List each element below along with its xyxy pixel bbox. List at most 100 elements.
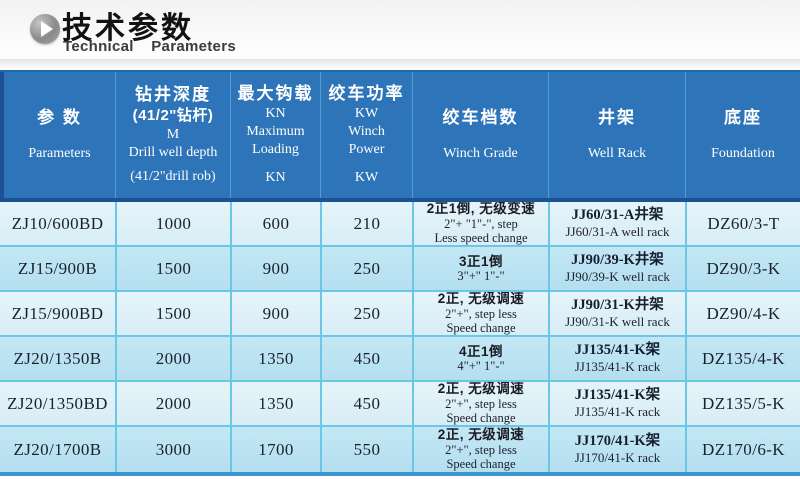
header-winch-grade-en: Winch Grade (443, 145, 518, 161)
header-drill-depth-zh2: (41/2"钻杆) (132, 107, 214, 125)
table-row: ZJ20/1350BD 2000 1350 450 2正, 无级调速 2"+",… (0, 382, 800, 427)
header-max-loading-unit2: KN (265, 170, 286, 186)
cell-well-rack: JJ135/41-K架 JJ135/41-K rack (548, 337, 685, 380)
well-rack-line1: JJ60/31-A井架 (571, 207, 664, 223)
title-divider (0, 59, 800, 70)
table-row: ZJ15/900BD 1500 900 250 2正, 无级调速 2"+", s… (0, 292, 800, 337)
well-rack-line2: JJ135/41-K rack (574, 359, 661, 375)
cell-power: 550 (320, 427, 412, 472)
header-winch-power: 绞车功率 KW Winch Power KW (320, 72, 412, 198)
cell-well-rack: JJ60/31-A井架 JJ60/31-A well rack (548, 202, 685, 245)
table-row: ZJ20/1700B 3000 1700 550 2正, 无级调速 2"+", … (0, 427, 800, 472)
cell-model: ZJ20/1700B (13, 439, 102, 459)
cell-winch-grade: 2正, 无级调速 2"+", step less Speed change (412, 427, 548, 472)
cell-foundation: DZ90/3-K (685, 247, 800, 290)
cell-well-rack: JJ90/31-K井架 JJ90/31-K well rack (548, 292, 685, 335)
cell-foundation: DZ135/5-K (685, 382, 800, 425)
header-max-loading-en1: Maximum (246, 123, 305, 139)
cell-power: 450 (320, 337, 412, 380)
header-winch-grade: 绞车档数 Winch Grade (412, 72, 548, 198)
header-drill-depth-zh: 钻井深度 (135, 84, 211, 104)
header-winch-power-en2: Power (348, 142, 385, 158)
header-max-loading: 最大钩载 KN Maximum Loading KN (230, 72, 320, 198)
header-well-rack-en: Well Rack (587, 145, 647, 161)
table-row: ZJ15/900B 1500 900 250 3正1倒 3"+" 1"-" JJ… (0, 247, 800, 292)
header-max-loading-en2: Loading (252, 142, 299, 158)
well-rack-line2: JJ90/39-K well rack (565, 269, 670, 285)
cell-depth: 1000 (115, 202, 230, 245)
cell-winch-grade: 4正1倒 4"+" 1"-" (412, 337, 548, 380)
winch-grade-line1: 2正, 无级调速 (437, 382, 525, 397)
table-header-row: 参 数 Parameters 钻井深度 (41/2"钻杆) M Drill we… (0, 72, 800, 202)
winch-grade-line3: Speed change (446, 411, 516, 425)
header-parameters-en: Parameters (28, 145, 91, 161)
winch-grade-line3: Less speed change (434, 231, 528, 245)
cell-depth: 2000 (115, 337, 230, 380)
header-drill-depth: 钻井深度 (41/2"钻杆) M Drill well depth (41/2"… (115, 72, 230, 198)
cell-power: 250 (320, 247, 412, 290)
winch-grade-line1: 3正1倒 (458, 253, 504, 269)
cell-winch-grade: 2正, 无级调速 2"+", step less Speed change (412, 292, 548, 335)
table-row: ZJ10/600BD 1000 600 210 2正1倒, 无级变速 2"+ "… (0, 202, 800, 247)
cell-winch-grade: 3正1倒 3"+" 1"-" (412, 247, 548, 290)
header-foundation: 底座 Foundation (685, 72, 800, 198)
cell-depth: 1500 (115, 247, 230, 290)
cell-depth: 1500 (115, 292, 230, 335)
cell-winch-grade: 2正1倒, 无级变速 2"+ "1"-", step Less speed ch… (412, 202, 548, 245)
winch-grade-line1: 4正1倒 (458, 343, 504, 359)
header-winch-power-unit: KW (354, 105, 379, 121)
header-drill-depth-en2: (41/2"drill rob) (130, 168, 216, 184)
well-rack-line2: JJ170/41-K rack (574, 450, 661, 466)
cell-load: 900 (230, 292, 320, 335)
header-winch-power-en1: Winch (348, 123, 385, 139)
header-winch-power-unit2: KW (354, 170, 379, 186)
cell-foundation: DZ60/3-T (685, 202, 800, 245)
cell-model: ZJ15/900BD (11, 303, 104, 323)
cell-foundation: DZ135/4-K (685, 337, 800, 380)
header-well-rack-zh: 井架 (598, 107, 636, 127)
cell-winch-grade: 2正, 无级调速 2"+", step less Speed change (412, 382, 548, 425)
cell-well-rack: JJ135/41-K架 JJ135/41-K rack (548, 382, 685, 425)
title-section: 技术参数 Technical Parameters (0, 0, 800, 60)
winch-grade-line2: 2"+", step less (445, 442, 517, 457)
header-foundation-en: Foundation (711, 145, 775, 161)
header-max-loading-zh: 最大钩载 (237, 83, 314, 103)
winch-grade-line2: 3"+" 1"-" (457, 269, 505, 284)
winch-grade-line2: 2"+ "1"-", step (444, 216, 518, 231)
cell-load: 1700 (230, 427, 320, 472)
cell-load: 1350 (230, 382, 320, 425)
header-winch-grade-zh: 绞车档数 (442, 107, 519, 127)
winch-grade-line2: 4"+" 1"-" (457, 359, 505, 374)
cell-load: 900 (230, 247, 320, 290)
winch-grade-line2: 2"+", step less (445, 306, 517, 321)
header-parameters-zh: 参 数 (37, 107, 82, 127)
cell-depth: 2000 (115, 382, 230, 425)
technical-parameters-table: 参 数 Parameters 钻井深度 (41/2"钻杆) M Drill we… (0, 70, 800, 476)
header-max-loading-unit: KN (265, 105, 286, 121)
well-rack-line1: JJ135/41-K架 (574, 342, 661, 358)
header-well-rack: 井架 Well Rack (548, 72, 685, 198)
table-row: ZJ20/1350B 2000 1350 450 4正1倒 4"+" 1"-" … (0, 337, 800, 382)
cell-model: ZJ15/900B (17, 258, 98, 278)
header-drill-depth-unit: M (166, 126, 180, 142)
cell-model: ZJ20/1350B (13, 348, 102, 368)
cell-power: 210 (320, 202, 412, 245)
well-rack-line1: JJ135/41-K架 (574, 387, 661, 403)
cell-well-rack: JJ90/39-K井架 JJ90/39-K well rack (548, 247, 685, 290)
well-rack-line2: JJ60/31-A well rack (565, 224, 670, 240)
header-drill-depth-en: Drill well depth (128, 144, 218, 160)
play-icon (30, 14, 60, 44)
well-rack-line2: JJ135/41-K rack (574, 404, 661, 420)
page-title-english: Technical Parameters (63, 38, 236, 55)
winch-grade-line2: 2"+", step less (445, 396, 517, 411)
winch-grade-line1: 2正, 无级调速 (437, 427, 525, 443)
cell-depth: 3000 (115, 427, 230, 472)
well-rack-line1: JJ170/41-K架 (574, 433, 661, 449)
header-winch-power-zh: 绞车功率 (328, 83, 405, 103)
cell-well-rack: JJ170/41-K架 JJ170/41-K rack (548, 427, 685, 472)
cell-load: 600 (230, 202, 320, 245)
cell-foundation: DZ90/4-K (685, 292, 800, 335)
well-rack-line1: JJ90/31-K井架 (571, 297, 664, 313)
cell-model: ZJ20/1350BD (7, 393, 108, 413)
